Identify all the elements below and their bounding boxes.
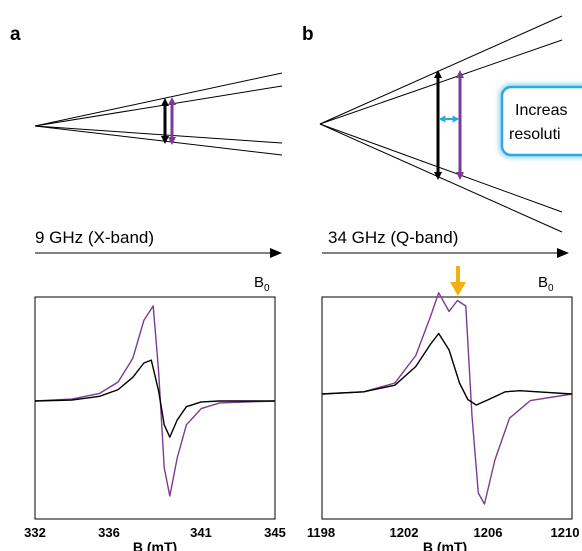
x-axis-label-a: B (mT) [133,539,177,551]
plot-frame-a [34,296,276,520]
fan-line-upper-inner [34,85,283,127]
tick-label: 1198 [307,525,335,540]
tick-label: 341 [190,525,212,540]
plot-frame-b [321,296,573,520]
tick-label: 1206 [474,525,503,540]
fan-line-upper-outer [34,72,283,127]
resolution-callout: Increas resoluti [498,83,582,159]
field-label-b: B0 [538,274,554,294]
tick-label: 1210 [551,525,580,540]
x-axis-label-b: B (mT) [423,539,467,551]
spectrum-plot-b [321,292,573,520]
band-label-a: 9 GHz (X-band) [35,228,154,247]
spectrum-line-black [321,332,573,406]
callout-text-line-1: Increas [515,102,567,119]
spectrum-plot-a [34,296,276,520]
energy-fan-a [34,72,283,156]
peak-marker-arrow [450,266,466,296]
fan-line-lower-outer [34,125,283,156]
spectrum-line-purple [321,292,573,505]
fan-line-lower-inner [34,125,283,144]
spectrum-line-purple [34,305,276,497]
callout-text-line-2: resoluti [509,126,561,143]
band-label-b: 34 GHz (Q-band) [328,228,458,247]
panel-label-b: b [302,24,314,45]
panel-label-a: a [10,24,21,45]
spectrum-line-black [34,359,275,438]
tick-label: 332 [24,525,46,540]
tick-label: 1202 [390,525,419,540]
tick-label: 345 [264,525,286,540]
field-label-a: B0 [254,274,270,294]
tick-label: 336 [98,525,120,540]
